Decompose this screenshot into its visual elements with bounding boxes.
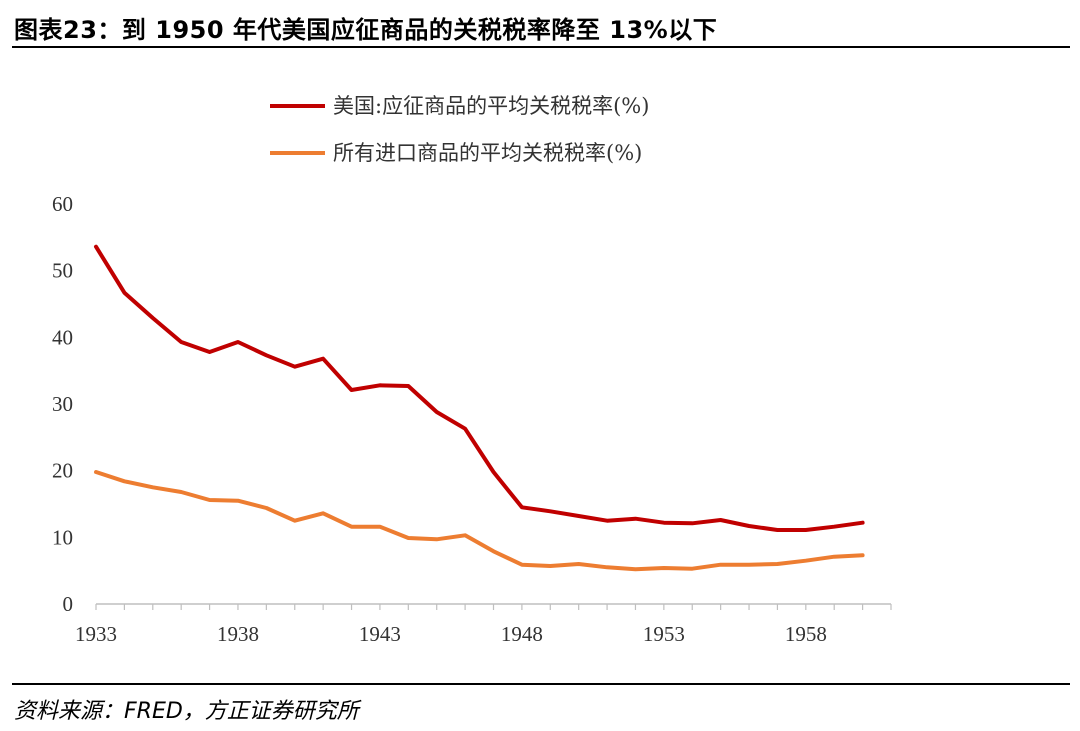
y-tick-label: 50 (52, 259, 73, 283)
legend-label-1: 美国:应征商品的平均关税税率(%) (333, 94, 649, 118)
x-tick-label: 1948 (501, 622, 543, 646)
y-tick-label: 60 (52, 192, 73, 216)
x-tick-label: 1938 (217, 622, 259, 646)
series-line-1 (94, 244, 865, 532)
x-tick-label: 1943 (359, 622, 401, 646)
legend-label-2: 所有进口商品的平均关税税率(%) (333, 141, 642, 165)
y-tick-label: 10 (52, 525, 73, 549)
y-tick-label: 0 (63, 592, 74, 616)
x-tick-label: 1953 (643, 622, 685, 646)
series-line-2 (94, 470, 865, 572)
y-tick-label: 20 (52, 459, 73, 483)
y-tick-label: 40 (52, 325, 73, 349)
bottom-divider (12, 683, 1070, 685)
x-tick-label: 1958 (785, 622, 827, 646)
y-tick-label: 30 (52, 392, 73, 416)
source-note: 资料来源：FRED，方正证券研究所 (14, 699, 359, 724)
x-tick-label: 1933 (75, 622, 117, 646)
figure-title: 图表23：到 1950 年代美国应征商品的关税税率降至 13%以下 (14, 16, 718, 44)
top-divider (12, 46, 1070, 48)
